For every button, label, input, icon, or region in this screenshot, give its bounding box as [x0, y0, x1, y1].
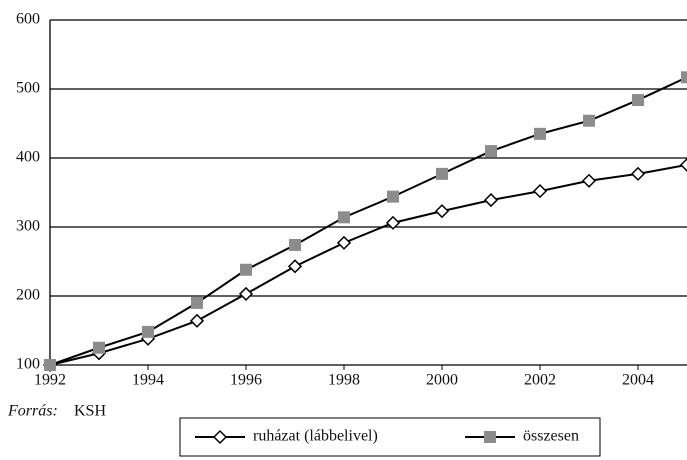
marker: [44, 359, 56, 371]
legend-label: ruházat (lábbelivel): [253, 428, 378, 445]
marker: [483, 193, 499, 208]
marker: [142, 325, 154, 338]
x-tick-label: 2004: [622, 372, 654, 389]
line: [49, 76, 687, 366]
line: [49, 163, 687, 366]
legend-label: összesen: [523, 428, 579, 445]
marker: [532, 184, 548, 199]
x-tick-label: 1994: [132, 372, 164, 389]
y-tick-label: 400: [16, 149, 40, 166]
marker: [583, 114, 595, 127]
marker: [632, 94, 644, 107]
marker: [338, 211, 350, 224]
x-tick-label: 2000: [426, 372, 458, 389]
marker: [434, 204, 450, 219]
marker: [93, 341, 105, 354]
y-tick-label: 200: [16, 287, 40, 304]
source-label: Forrás:: [7, 403, 58, 420]
marker: [289, 238, 301, 251]
marker: [336, 235, 352, 250]
marker: [189, 313, 205, 328]
marker: [581, 173, 597, 188]
marker: [436, 167, 448, 180]
y-tick-label: 100: [16, 356, 40, 373]
legend-box: [179, 417, 601, 457]
x-tick-label: 1998: [328, 372, 360, 389]
x-tick-label: 2002: [524, 372, 556, 389]
marker: [212, 429, 228, 445]
x-tick-label: 1992: [34, 372, 66, 389]
marker: [681, 71, 687, 84]
marker: [484, 431, 496, 443]
marker: [240, 263, 252, 276]
source: KSH: [74, 403, 106, 420]
y-tick-label: 300: [16, 218, 40, 235]
marker: [485, 145, 497, 158]
y-tick-label: 500: [16, 80, 40, 97]
marker: [287, 259, 303, 274]
y-tick-label: 600: [16, 11, 40, 28]
x-tick-label: 1996: [230, 372, 262, 389]
marker: [534, 127, 546, 140]
marker: [387, 190, 399, 203]
marker: [238, 286, 254, 301]
marker: [191, 296, 203, 309]
marker: [630, 166, 646, 181]
marker: [385, 215, 401, 230]
marker: [679, 157, 687, 172]
